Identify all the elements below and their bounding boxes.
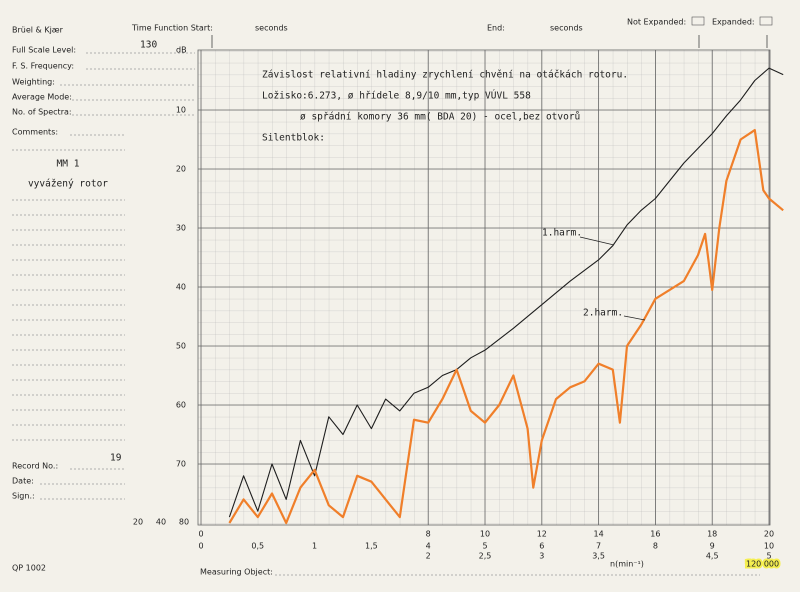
x-tick-label: 10 [764, 542, 774, 551]
y-tick-label: 20 [176, 165, 186, 174]
x-tick-label: 9 [710, 542, 715, 551]
field-label: Date: [12, 477, 34, 486]
x-tick-label: 0 [198, 542, 203, 551]
x-tick-label: 6 [539, 542, 544, 551]
field-label: Full Scale Level: [12, 46, 76, 55]
field-label: Average Mode: [12, 93, 72, 102]
x-tick-label: 8 [653, 542, 658, 551]
x-tick-label: 8 [426, 530, 431, 539]
field-label: seconds [255, 24, 288, 33]
series-label: 2.harm. [583, 308, 623, 319]
x-tick-label: 5 [482, 542, 487, 551]
x-tick-label: 0,5 [251, 542, 264, 551]
field-label: Sign.: [12, 492, 35, 501]
series-line [228, 128, 784, 525]
markers [211, 35, 768, 48]
form: Brüel & Kjær Full Scale Level: F. S. Fre… [12, 16, 773, 577]
x-tick-label: 12 [537, 530, 547, 539]
field-label: seconds [550, 24, 583, 33]
scale-label: 80 [179, 518, 189, 527]
y-tick-label: 40 [176, 283, 186, 292]
annotation: ø spřádní komory 36 mm( BDA 20) - ocel,b… [300, 112, 580, 123]
x-tick-label: 5 [766, 552, 771, 561]
y-unit: dB [176, 46, 187, 55]
series-label: 1.harm. [542, 228, 582, 239]
field-label: Record No.: [12, 462, 58, 471]
x-max-label: 120 000 [746, 560, 779, 569]
brand: Brüel & Kjær [12, 26, 64, 35]
x-tick-label: 14 [594, 530, 604, 539]
field-label: Measuring Object: [200, 568, 273, 577]
x-tick-label: 10 [480, 530, 490, 539]
y-tick-label: 10 [176, 106, 186, 115]
y-tick-label: 70 [176, 460, 186, 469]
x-tick-label: 3,5 [592, 552, 605, 561]
leader [579, 236, 615, 246]
checkbox [759, 16, 773, 26]
y-tick-label: 50 [176, 342, 186, 351]
full-scale-value: 130 [140, 40, 157, 51]
x-tick-label: 2 [426, 552, 431, 561]
annotation: Závislost relativní hladiny zrychlení ch… [262, 70, 628, 81]
field-label: No. of Spectra: [12, 108, 72, 117]
annotation: Ložisko:6.273, ø hřídele 8,9/10 mm,typ V… [262, 90, 531, 102]
checkbox [691, 16, 705, 26]
x-tick-label: 1 [312, 542, 317, 551]
field-label: Not Expanded: [627, 18, 686, 27]
y-tick-label: 60 [176, 401, 186, 410]
x-tick-label: 16 [650, 530, 660, 539]
x-tick-label: 0 [198, 530, 203, 539]
x-axis-label: n(min⁻¹) [610, 560, 644, 569]
form-lines [12, 52, 760, 576]
form-id: QP 1002 [12, 564, 46, 573]
comment: MM 1 [57, 159, 80, 170]
x-tick-label: 1,5 [365, 542, 378, 551]
annotation: Silentblok: [262, 133, 325, 144]
field-label: F. S. Frequency: [12, 62, 74, 71]
series-line [228, 67, 784, 518]
y-tick-label: 30 [176, 224, 186, 233]
record-value: 19 [110, 453, 122, 464]
field-label: End: [487, 24, 505, 33]
x-tick-label: 4,5 [706, 552, 719, 561]
x-tick-label: 7 [596, 542, 601, 551]
leader [623, 315, 646, 321]
x-tick-label: 18 [707, 530, 717, 539]
field-label: Comments: [12, 128, 58, 137]
comment: vyvážený rotor [28, 179, 108, 190]
x-tick-label: 2,5 [479, 552, 492, 561]
field-label: Expanded: [712, 18, 755, 27]
field-label: Weighting: [12, 78, 55, 87]
field-label: Time Function Start: [131, 24, 213, 33]
scale-label: 40 [156, 518, 166, 527]
x-tick-label: 20 [764, 530, 774, 539]
x-tick-label: 4 [426, 542, 431, 551]
scale-label: 20 [133, 518, 143, 527]
x-tick-label: 3 [539, 552, 544, 561]
